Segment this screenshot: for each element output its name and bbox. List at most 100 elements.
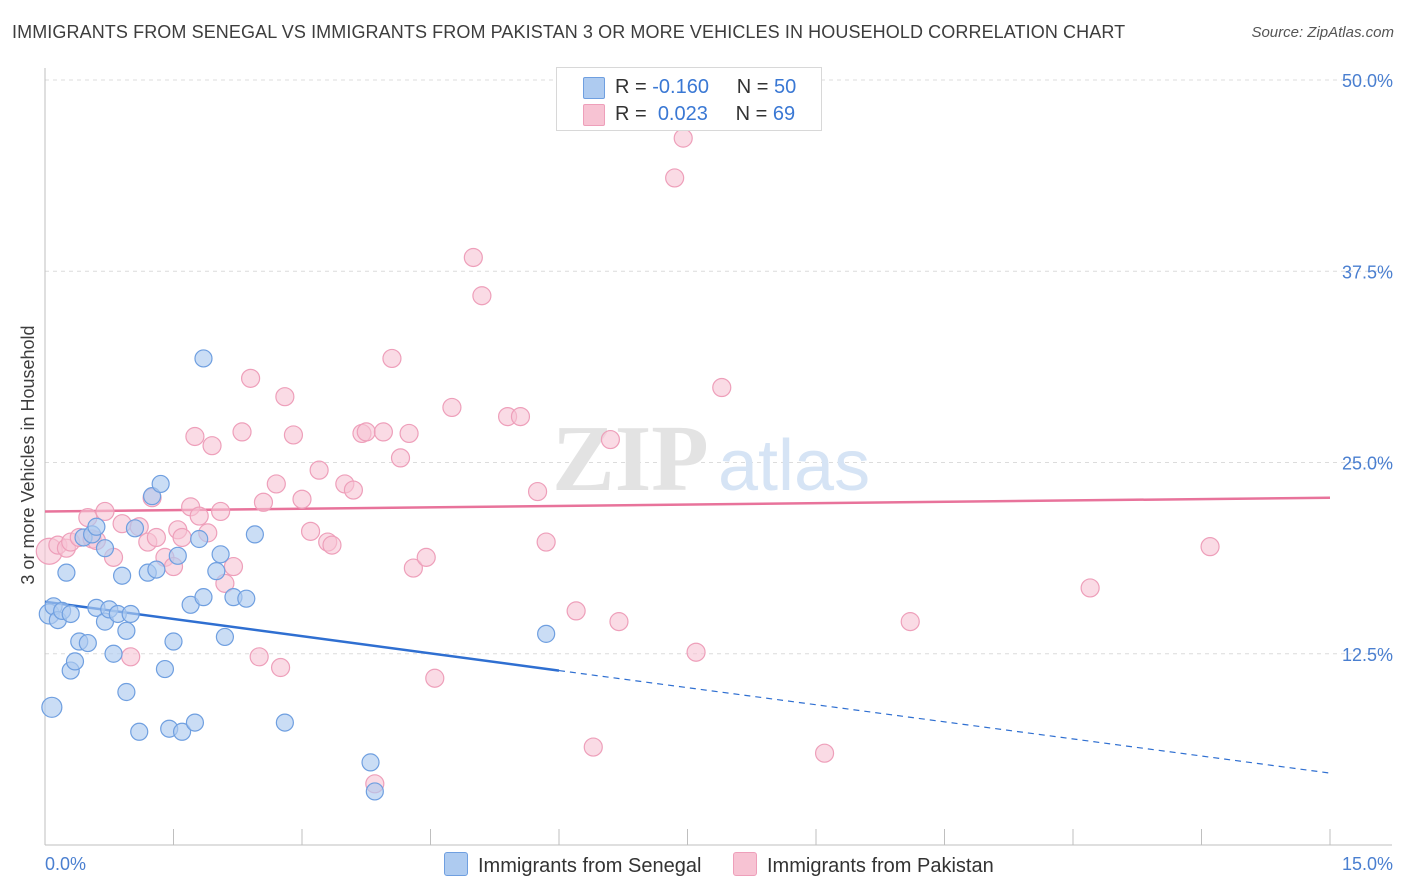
senegal-point — [215, 627, 234, 647]
pakistan-point — [172, 527, 192, 548]
pakistan-point — [185, 426, 205, 447]
pakistan-point — [189, 506, 209, 526]
watermark-zip: ZIP — [552, 407, 709, 511]
axes — [44, 68, 1392, 846]
senegal-point — [130, 722, 149, 741]
senegal-point — [237, 589, 256, 608]
pakistan-point — [270, 657, 291, 678]
senegal-point — [190, 529, 209, 549]
pakistan-point — [600, 429, 621, 450]
pakistan-point — [292, 489, 312, 509]
pakistan-point — [1200, 537, 1220, 557]
pakistan-point — [527, 481, 548, 502]
pakistan-point — [275, 387, 295, 407]
senegal-point — [172, 722, 192, 741]
pakistan-point — [416, 547, 436, 567]
pakistan-n-label: N = — [735, 103, 768, 125]
pakistan-point — [95, 501, 115, 522]
pakistan-point — [814, 743, 835, 763]
pakistan-point — [232, 422, 252, 442]
chart-title: IMMIGRANTS FROM SENEGAL VS IMMIGRANTS FR… — [12, 22, 1126, 42]
pakistan-point — [1080, 578, 1100, 598]
senegal-point — [104, 644, 123, 663]
x-tick-label: 15.0% — [1342, 854, 1393, 874]
grid-lines — [45, 79, 1392, 655]
pakistan-point — [536, 532, 556, 552]
pakistan-r-value: 0.023 — [657, 103, 708, 125]
pakistan-point — [241, 368, 261, 388]
pakistan-point — [463, 247, 483, 268]
pakistan-point — [121, 647, 141, 667]
pakistan-point — [202, 436, 222, 456]
pakistan-point — [900, 612, 920, 632]
y-tick-label: 37.5% — [1342, 262, 1393, 282]
y-tick-label: 25.0% — [1342, 454, 1393, 474]
senegal-point — [41, 696, 63, 718]
senegal-point — [117, 682, 136, 702]
pakistan-legend-swatch — [733, 852, 757, 876]
senegal-point — [155, 659, 175, 679]
x-tick-label: 0.0% — [45, 854, 86, 874]
legend-item-senegal: Immigrants from Senegal — [444, 852, 701, 878]
senegal-legend-swatch — [444, 852, 468, 876]
senegal-point — [147, 560, 166, 579]
y-tick-label: 50.0% — [1342, 71, 1393, 91]
pakistan-point — [510, 407, 531, 427]
senegal-point — [194, 588, 213, 607]
senegal-point — [365, 782, 384, 801]
pakistan-point — [253, 492, 274, 512]
senegal-point — [87, 517, 106, 536]
senegal-legend-label: Immigrants from Senegal — [478, 855, 702, 877]
pakistan-point — [382, 348, 402, 369]
pakistan-swatch — [583, 104, 605, 126]
senegal-point — [185, 713, 205, 732]
senegal-point — [211, 545, 230, 564]
stats-legend: R = -0.160 N = 50 R = 0.023 N = 69 — [556, 67, 822, 131]
senegal-points — [38, 349, 556, 801]
pakistan-point — [712, 377, 732, 398]
pakistan-point — [472, 286, 492, 306]
y-axis-label: 3 or more Vehicles in Household — [18, 325, 38, 584]
senegal-point — [61, 604, 80, 624]
pakistan-point — [283, 425, 304, 445]
pakistan-point — [390, 448, 411, 468]
senegal-point — [151, 474, 170, 494]
senegal-point — [361, 753, 380, 772]
pakistan-point — [309, 460, 329, 480]
pakistan-point — [343, 480, 363, 500]
pakistan-point — [146, 527, 166, 548]
senegal-point — [78, 633, 97, 653]
senegal-point — [164, 632, 183, 651]
pakistan-point — [373, 422, 393, 442]
senegal-point — [112, 566, 132, 585]
pakistan-point — [566, 601, 586, 621]
senegal-point — [168, 546, 187, 565]
senegal-point — [95, 539, 115, 558]
pakistan-point — [403, 558, 423, 578]
pakistan-point — [211, 501, 231, 522]
pakistan-point — [399, 423, 419, 444]
pakistan-point — [583, 737, 603, 757]
senegal-r-label: R = — [615, 76, 647, 98]
pakistan-point — [686, 642, 706, 662]
senegal-point — [194, 349, 213, 368]
senegal-r-value: -0.160 — [652, 76, 709, 98]
trend-lines — [44, 496, 1331, 774]
senegal-point — [537, 624, 556, 643]
pakistan-point — [665, 168, 685, 188]
senegal-swatch — [583, 77, 605, 99]
pakistan-point — [673, 128, 693, 148]
pakistan-point — [609, 612, 629, 632]
pakistan-point — [425, 668, 445, 688]
senegal-point — [275, 713, 294, 732]
pakistan-point — [249, 647, 269, 667]
senegal-point — [121, 604, 140, 624]
pakistan-n-value: 69 — [772, 103, 796, 125]
pakistan-point — [266, 474, 286, 494]
pakistan-points — [35, 128, 1220, 794]
senegal-point — [57, 563, 76, 582]
senegal-point — [117, 621, 136, 640]
pakistan-point — [322, 535, 342, 555]
legend-item-pakistan: Immigrants from Pakistan — [733, 852, 994, 878]
